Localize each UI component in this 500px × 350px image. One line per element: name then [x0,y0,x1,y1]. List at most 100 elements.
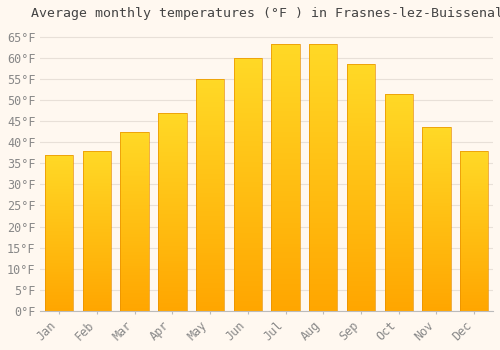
Bar [309,271,338,274]
Bar [422,168,450,170]
Bar [234,299,262,301]
Bar [460,224,488,226]
Bar [384,244,413,246]
Bar [384,276,413,279]
Bar [460,172,488,173]
Bar [460,244,488,245]
Bar [83,255,111,257]
Bar [384,229,413,231]
Bar [384,298,413,300]
Bar [196,234,224,237]
Bar [234,85,262,88]
Bar [196,90,224,93]
Bar [196,232,224,234]
Bar [272,271,299,274]
Bar [158,291,186,293]
Bar [309,76,338,78]
Bar [45,244,74,245]
Bar [83,191,111,192]
Bar [234,144,262,146]
Bar [83,252,111,253]
Bar [309,103,338,105]
Bar [196,132,224,134]
Bar [234,134,262,136]
Bar [158,158,186,160]
Bar [196,162,224,165]
Bar [272,287,299,290]
Bar [83,163,111,165]
Bar [234,245,262,248]
Bar [234,149,262,152]
Bar [83,189,111,191]
Bar [384,261,413,263]
Bar [196,302,224,304]
Bar [384,241,413,244]
Bar [158,252,186,253]
Bar [460,157,488,159]
Bar [347,81,375,84]
Bar [83,159,111,160]
Bar [309,54,338,57]
Bar [158,119,186,120]
Bar [158,305,186,307]
Bar [158,154,186,156]
Bar [120,289,149,291]
Bar [422,184,450,186]
Bar [196,199,224,202]
Bar [120,304,149,306]
Bar [272,105,299,108]
Bar [384,268,413,270]
Bar [83,160,111,162]
Bar [384,124,413,126]
Bar [158,277,186,279]
Bar [234,124,262,126]
Bar [460,192,488,194]
Bar [158,265,186,267]
Bar [196,97,224,100]
Bar [347,116,375,118]
Bar [422,214,450,216]
Bar [460,239,488,240]
Bar [158,232,186,234]
Bar [422,148,450,149]
Bar [384,194,413,196]
Bar [384,137,413,139]
Bar [120,209,149,211]
Bar [309,241,338,244]
Bar [83,167,111,168]
Bar [83,274,111,276]
Bar [158,281,186,283]
Bar [384,178,413,181]
Bar [422,208,450,210]
Bar [422,284,450,285]
Bar [384,185,413,187]
Bar [272,169,299,172]
Bar [422,226,450,229]
Bar [234,156,262,159]
Bar [196,269,224,272]
Bar [422,160,450,162]
Bar [45,230,74,231]
Bar [45,167,74,169]
Bar [422,293,450,295]
Bar [234,199,262,202]
Bar [45,161,74,163]
Bar [309,92,338,94]
Bar [234,293,262,296]
Bar [460,303,488,305]
Bar [120,230,149,232]
Bar [422,302,450,304]
Bar [196,190,224,192]
Bar [347,274,375,276]
Bar [196,237,224,239]
Bar [83,150,111,311]
Bar [83,181,111,183]
Bar [120,284,149,286]
Bar [309,207,338,210]
Bar [234,220,262,222]
Bar [384,118,413,120]
Bar [234,268,262,271]
Bar [196,230,224,232]
Bar [309,105,338,108]
Bar [196,274,224,276]
